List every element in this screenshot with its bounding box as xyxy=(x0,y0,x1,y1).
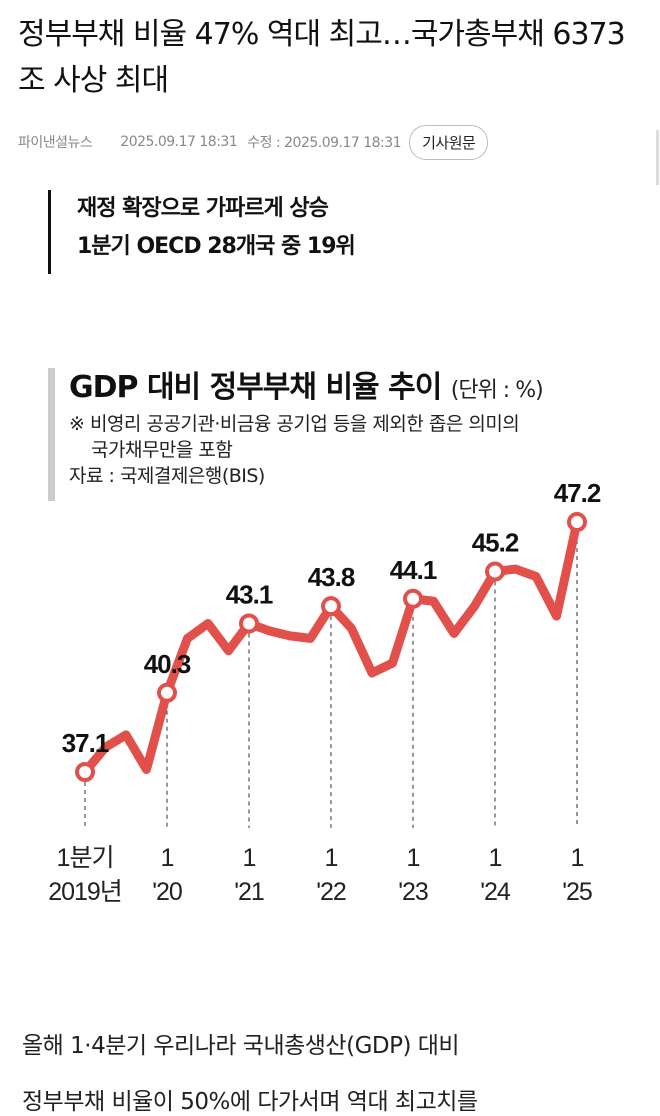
x-tick-label: 1 xyxy=(325,844,338,872)
x-tick-label: 1 xyxy=(571,844,584,872)
x-tick-label: 1 xyxy=(489,844,502,872)
body-paragraph-line: 올해 1·4분기 우리나라 국내총생산(GDP) 대비 xyxy=(22,1033,460,1059)
chart-title: GDP 대비 정부부채 비율 추이 xyxy=(69,370,442,405)
x-tick-label: 1 xyxy=(161,844,174,872)
data-point xyxy=(321,596,341,617)
data-point xyxy=(75,762,95,782)
source-name[interactable]: 파이낸셜뉴스 xyxy=(18,135,93,151)
x-tick-label: '25 xyxy=(562,878,592,906)
x-tick-label: '22 xyxy=(316,878,346,906)
x-tick-label: '23 xyxy=(398,878,428,906)
x-tick-label: 1분기 xyxy=(57,844,114,872)
data-point xyxy=(485,561,505,582)
data-point xyxy=(567,512,587,533)
x-tick-label: '21 xyxy=(234,878,264,906)
published-date: 2025.09.17 18:31 xyxy=(120,134,238,150)
chart-header: GDP 대비 정부부채 비율 추이 (단위 : %) ※ 비영리 공공기관·비금… xyxy=(48,368,544,501)
article-meta: 파이낸셜뉴스 2025.09.17 18:31 수정 : 2025.09.17 … xyxy=(18,124,489,160)
x-tick-label: '20 xyxy=(152,878,182,906)
x-tick-label: '24 xyxy=(480,878,511,906)
data-label: 43.8 xyxy=(308,562,355,592)
data-point xyxy=(157,682,177,703)
series-line xyxy=(80,517,582,777)
article-headline: 정부부채 비율 47% 역대 최고…국가총부채 6373조 사상 최대 xyxy=(18,17,626,98)
x-tick-label: 1 xyxy=(407,844,420,872)
data-label: 43.1 xyxy=(226,580,273,610)
x-tick-label: 1 xyxy=(243,844,256,872)
chart-unit: (단위 : %) xyxy=(450,378,544,403)
subhead-line: 재정 확장으로 가파르게 상승 xyxy=(77,196,329,221)
data-point xyxy=(403,588,423,609)
chart-note: ※ 비영리 공공기관·비금융 공기업 등을 제외한 좁은 의미의 xyxy=(69,413,520,435)
data-label: 47.2 xyxy=(554,478,601,508)
data-label: 40.3 xyxy=(144,649,191,679)
modified-date: 수정 : 2025.09.17 18:31 xyxy=(247,135,402,151)
line-chart: 37.1 40.3 43.1 43.8 44.1 45.2 47.2 1분기 2019년 1 '20… xyxy=(48,478,602,906)
x-tick-label: 2019년 xyxy=(48,878,122,906)
data-label: 45.2 xyxy=(472,528,519,558)
body-paragraph-line: 정부부채 비율이 50%에 다가서며 역대 최고치를 xyxy=(22,1089,478,1115)
data-label: 37.1 xyxy=(62,728,109,758)
article-subhead: 재정 확장으로 가파르게 상승 1분기 OECD 28개국 중 19위 xyxy=(48,190,356,274)
data-point xyxy=(239,613,259,634)
subhead-line: 1분기 OECD 28개국 중 19위 xyxy=(77,234,356,259)
scrollbar[interactable] xyxy=(656,130,659,185)
chart-note: 국가채무만을 포함 xyxy=(91,439,233,461)
original-article-button[interactable]: 기사원문 xyxy=(409,124,489,160)
chart-source: 자료 : 국제결제은행(BIS) xyxy=(69,465,265,487)
data-label: 44.1 xyxy=(390,555,437,585)
